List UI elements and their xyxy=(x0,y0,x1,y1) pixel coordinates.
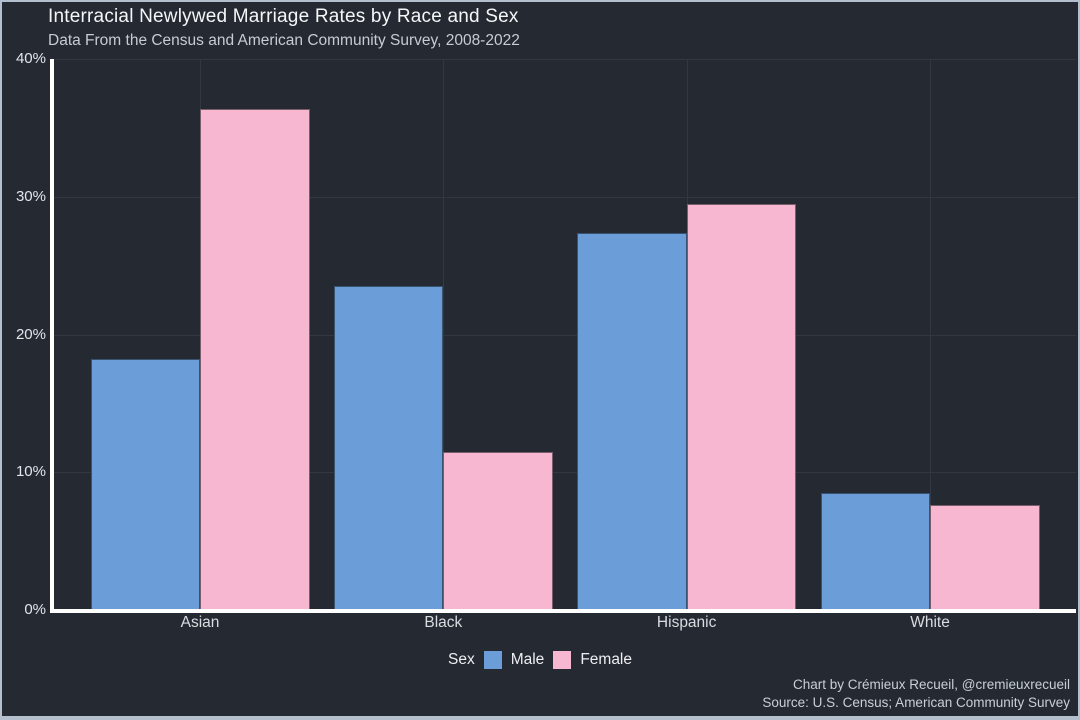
gridline-vertical xyxy=(930,59,931,610)
gridline-horizontal xyxy=(54,334,1076,336)
y-tick-label: 30% xyxy=(15,187,46,205)
legend-title: Sex xyxy=(447,651,475,668)
bar-male-asian xyxy=(90,359,200,610)
bar-female-asian xyxy=(200,108,310,610)
x-category-label: Black xyxy=(424,614,463,631)
chart-subtitle: Data From the Census and American Commun… xyxy=(48,32,520,49)
x-category-label: Asian xyxy=(180,614,220,631)
gridline-horizontal xyxy=(54,59,1076,60)
y-tick-label: 10% xyxy=(15,463,46,481)
caption-source: Source: U.S. Census; American Community … xyxy=(762,695,1070,711)
plot-area xyxy=(54,59,1076,610)
bar-male-white xyxy=(820,492,930,610)
legend-label-female: Female xyxy=(580,651,632,668)
bar-male-black xyxy=(333,286,444,610)
bar-female-black xyxy=(443,451,553,610)
bar-female-white xyxy=(930,505,1040,610)
gridline-horizontal xyxy=(54,472,1076,474)
bar-female-hispanic xyxy=(686,203,797,610)
y-tick-label: 40% xyxy=(15,50,46,67)
y-axis-line xyxy=(50,59,54,613)
x-category-label: White xyxy=(910,614,950,631)
gridline-vertical xyxy=(443,59,445,610)
legend-label-male: Male xyxy=(510,651,545,668)
x-axis-line xyxy=(50,609,1076,613)
caption-credit: Chart by Crémieux Recueil, @cremieuxrecu… xyxy=(792,677,1070,693)
legend-swatch-female xyxy=(553,651,572,669)
gridline-horizontal xyxy=(54,196,1076,198)
x-category-label: Hispanic xyxy=(656,614,717,631)
chart-title: Interracial Newlywed Marriage Rates by R… xyxy=(48,6,519,27)
bar-male-hispanic xyxy=(577,232,687,610)
y-tick-label: 0% xyxy=(24,601,46,618)
legend-swatch-male xyxy=(483,651,502,669)
y-tick-label: 20% xyxy=(15,325,46,343)
caption: Chart by Crémieux Recueil, @cremieuxrecu… xyxy=(762,676,1070,712)
legend: Sex Male Female xyxy=(2,651,1078,669)
